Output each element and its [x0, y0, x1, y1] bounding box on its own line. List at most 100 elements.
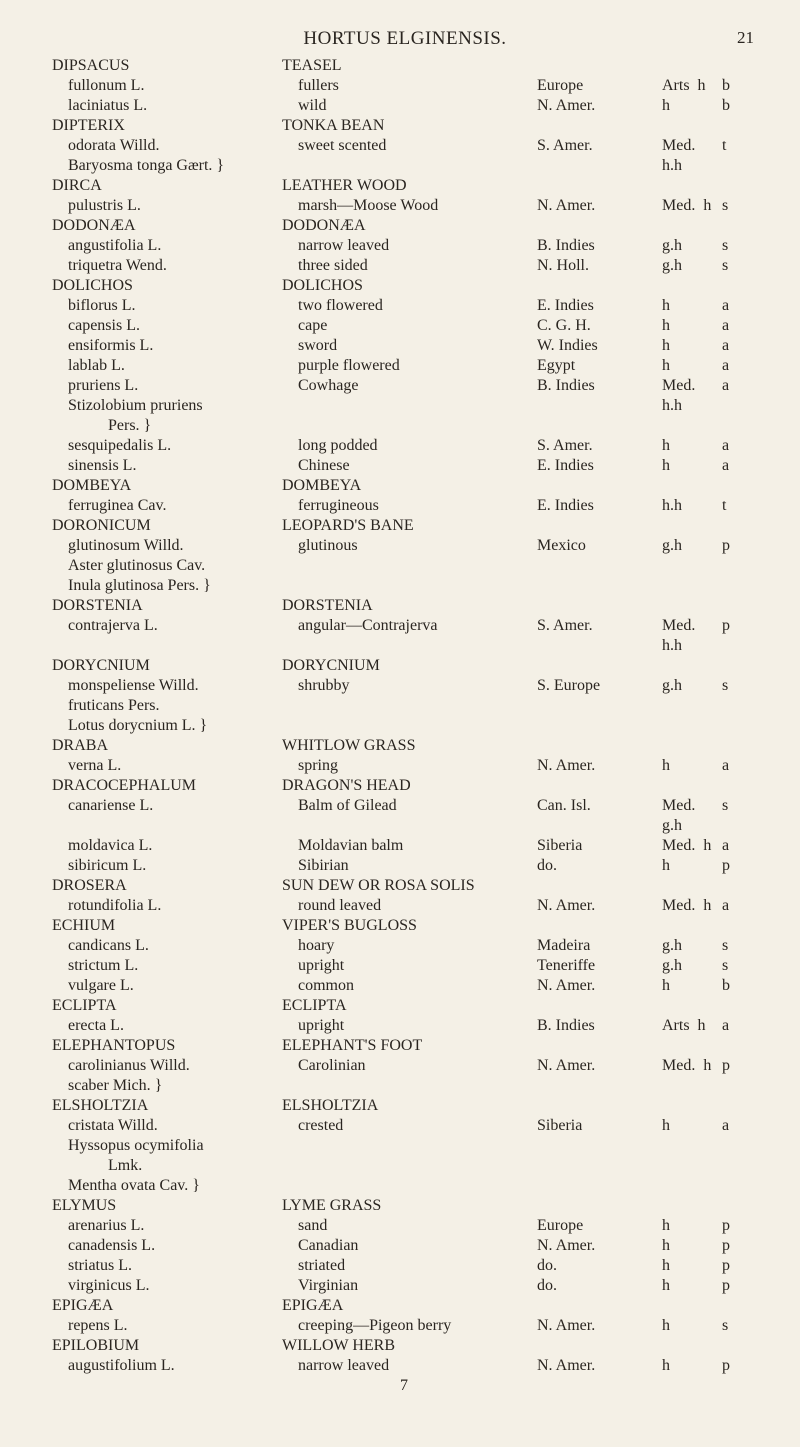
- culture-code: Arts h: [660, 1016, 720, 1036]
- species-latin: canadensis L.: [50, 1236, 280, 1256]
- duration-code: p: [720, 1216, 758, 1236]
- native-region: B. Indies: [535, 236, 660, 256]
- species-common: Sibirian: [280, 856, 535, 876]
- native-region: S. Amer.: [535, 436, 660, 456]
- native-region: Mexico: [535, 536, 660, 596]
- species-common: purple flowered: [280, 356, 535, 376]
- species-latin: ferruginea Cav.: [50, 496, 280, 516]
- species-latin: strictum L.: [50, 956, 280, 976]
- culture-code: h: [660, 296, 720, 316]
- native-region: W. Indies: [535, 336, 660, 356]
- duration-code: a: [720, 896, 758, 916]
- duration-code: s: [720, 196, 758, 216]
- species-latin: sesquipedalis L.: [50, 436, 280, 456]
- genus-common: DOLICHOS: [280, 276, 535, 296]
- culture-code: h: [660, 1356, 720, 1376]
- species-latin: candicans L.: [50, 936, 280, 956]
- species-common: marsh—Moose Wood: [280, 196, 535, 216]
- genus-latin: DORONICUM: [50, 516, 280, 536]
- culture-code: Arts h: [660, 76, 720, 96]
- species-common: striated: [280, 1256, 535, 1276]
- duration-code: t: [720, 496, 758, 516]
- duration-code: p: [720, 1276, 758, 1296]
- culture-code: g.h: [660, 936, 720, 956]
- duration-code: a: [720, 836, 758, 856]
- genus-common: DOMBEYA: [280, 476, 535, 496]
- genus-latin: DOMBEYA: [50, 476, 280, 496]
- genus-common: LYME GRASS: [280, 1196, 535, 1216]
- duration-code: a: [720, 756, 758, 776]
- species-latin: cristata Willd. Hyssopus ocymifolia Lmk.…: [50, 1116, 280, 1196]
- native-region: Siberia: [535, 1116, 660, 1196]
- duration-code: a: [720, 1116, 758, 1196]
- species-latin: angustifolia L.: [50, 236, 280, 256]
- genus-common: TEASEL: [280, 56, 535, 76]
- species-common: hoary: [280, 936, 535, 956]
- genus-latin: EPILOBIUM: [50, 1336, 280, 1356]
- genus-latin: DORSTENIA: [50, 596, 280, 616]
- culture-code: h: [660, 1316, 720, 1336]
- species-latin: carolinianus Willd. scaber Mich. }: [50, 1056, 280, 1096]
- page: HORTUS ELGINENSIS. 21 DIPSACUSTEASELfull…: [0, 0, 800, 1447]
- native-region: N. Amer.: [535, 1316, 660, 1336]
- culture-code: h: [660, 456, 720, 476]
- genus-common: WILLOW HERB: [280, 1336, 535, 1356]
- culture-code: h: [660, 436, 720, 456]
- native-region: B. Indies: [535, 1016, 660, 1036]
- native-region: S. Europe: [535, 676, 660, 736]
- genus-latin: EPIGÆA: [50, 1296, 280, 1316]
- genus-common: EPIGÆA: [280, 1296, 535, 1316]
- duration-code: a: [720, 376, 758, 436]
- species-latin: fullonum L.: [50, 76, 280, 96]
- culture-code: Med. h.h: [660, 616, 720, 656]
- native-region: N. Amer.: [535, 976, 660, 996]
- page-number: 21: [737, 28, 754, 48]
- genus-common: DODONÆA: [280, 216, 535, 236]
- culture-code: Med. h: [660, 836, 720, 856]
- duration-code: a: [720, 356, 758, 376]
- species-common: shrubby: [280, 676, 535, 736]
- native-region: Teneriffe: [535, 956, 660, 976]
- signature-mark: 7: [50, 1376, 758, 1396]
- species-latin: triquetra Wend.: [50, 256, 280, 276]
- culture-code: h: [660, 856, 720, 876]
- species-common: Cowhage: [280, 376, 535, 436]
- species-common: Balm of Gilead: [280, 796, 535, 836]
- species-latin: monspeliense Willd. fruticans Pers. Lotu…: [50, 676, 280, 736]
- duration-code: p: [720, 1256, 758, 1276]
- native-region: Europe: [535, 1216, 660, 1236]
- duration-code: b: [720, 76, 758, 96]
- species-common: creeping—Pigeon berry: [280, 1316, 535, 1336]
- duration-code: p: [720, 1056, 758, 1096]
- duration-code: a: [720, 296, 758, 316]
- native-region: Egypt: [535, 356, 660, 376]
- culture-code: h: [660, 1236, 720, 1256]
- culture-code: g.h: [660, 256, 720, 276]
- species-latin: moldavica L.: [50, 836, 280, 856]
- genus-latin: DODONÆA: [50, 216, 280, 236]
- running-title: HORTUS ELGINENSIS.: [50, 28, 760, 50]
- genus-common: LEOPARD'S BANE: [280, 516, 535, 536]
- native-region: N. Holl.: [535, 256, 660, 276]
- species-latin: canariense L.: [50, 796, 280, 836]
- duration-code: a: [720, 1016, 758, 1036]
- species-common: angular—Contrajerva: [280, 616, 535, 656]
- native-region: S. Amer.: [535, 616, 660, 656]
- species-latin: striatus L.: [50, 1256, 280, 1276]
- native-region: do.: [535, 1256, 660, 1276]
- culture-code: h: [660, 356, 720, 376]
- duration-code: s: [720, 676, 758, 736]
- species-latin: erecta L.: [50, 1016, 280, 1036]
- species-latin: glutinosum Willd. Aster glutinosus Cav. …: [50, 536, 280, 596]
- genus-latin: ECLIPTA: [50, 996, 280, 1016]
- species-common: sand: [280, 1216, 535, 1236]
- native-region: E. Indies: [535, 456, 660, 476]
- catalogue-table: DIPSACUSTEASELfullonum L.fullersEuropeAr…: [50, 56, 760, 1396]
- duration-code: b: [720, 96, 758, 116]
- species-latin: biflorus L.: [50, 296, 280, 316]
- species-latin: virginicus L.: [50, 1276, 280, 1296]
- species-common: cape: [280, 316, 535, 336]
- genus-latin: ELEPHANTOPUS: [50, 1036, 280, 1056]
- native-region: N. Amer.: [535, 96, 660, 116]
- culture-code: h: [660, 1116, 720, 1196]
